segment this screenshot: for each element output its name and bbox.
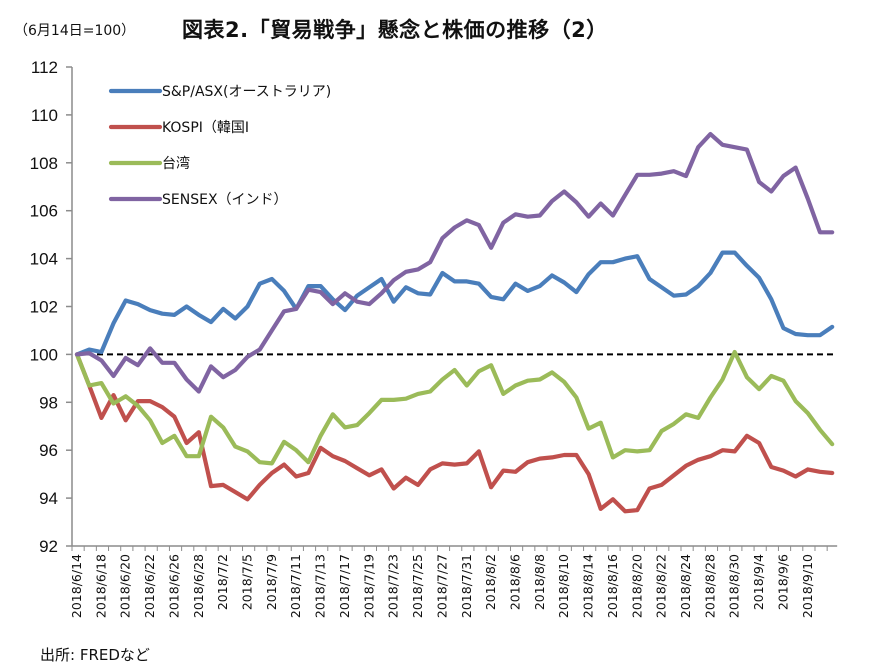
y-tick-label: 100 — [30, 345, 58, 364]
y-tick-label: 96 — [39, 441, 58, 460]
x-tick-label: 2018/6/14 — [69, 554, 84, 618]
series-group — [74, 132, 835, 514]
x-tick-label: 2018/6/20 — [118, 554, 133, 618]
legend: S&P/ASX(オーストラリア) KOSPI（韓国I 台湾 SENSEX（インド） — [108, 84, 331, 208]
legend-label-2: 台湾 — [162, 155, 190, 172]
series-line-3 — [74, 132, 835, 394]
x-tick-label: 2018/7/19 — [361, 554, 376, 618]
x-tick-label: 2018/7/31 — [459, 554, 474, 618]
x-tick-label: 2018/7/23 — [386, 554, 401, 618]
x-tick-label: 2018/6/26 — [166, 554, 181, 618]
y-tick-label: 94 — [39, 489, 58, 508]
x-tick-label: 2018/7/9 — [264, 554, 279, 610]
x-tick-label: 2018/8/28 — [702, 554, 717, 618]
x-tick-label: 2018/8/16 — [605, 554, 620, 618]
chart-title: 図表2.「貿易戦争」懸念と株価の推移（2） — [182, 18, 608, 42]
y-tick-label: 110 — [31, 106, 58, 125]
x-tick-label: 2018/8/6 — [507, 554, 522, 610]
x-tick-label: 2018/9/6 — [775, 554, 790, 610]
y-axis-unit-label: （6月14日=100） — [14, 23, 136, 39]
y-tick-label: 102 — [30, 298, 58, 317]
x-tick-label: 2018/7/25 — [410, 554, 425, 618]
x-tick-label: 2018/8/30 — [727, 554, 742, 618]
legend-label-0: S&P/ASX(オーストラリア) — [162, 84, 331, 100]
x-tick-label: 2018/7/11 — [288, 554, 303, 618]
x-tick-label: 2018/6/28 — [191, 554, 206, 618]
y-tick-label: 98 — [39, 393, 58, 412]
series-line-0 — [74, 250, 835, 357]
y-axis: 92 94 96 98 100 102 104 106 108 110 112 — [30, 58, 73, 556]
x-tick-label: 2018/8/22 — [654, 554, 669, 618]
x-tick-label: 2018/8/20 — [629, 554, 644, 618]
x-tick-label: 2018/7/13 — [313, 554, 328, 618]
legend-label-3: SENSEX（インド） — [162, 192, 288, 208]
x-tick-label: 2018/7/27 — [434, 554, 449, 618]
y-tick-label: 92 — [39, 537, 58, 556]
x-tick-label: 2018/7/5 — [240, 554, 255, 610]
x-tick-label: 2018/7/2 — [215, 554, 230, 610]
x-axis: 2018/6/14 2018/6/18 2018/6/20 2018/6/22 2018… — [69, 545, 838, 618]
series-line-2 — [74, 349, 835, 466]
x-tick-label: 2018/6/18 — [93, 554, 108, 618]
x-tick-label: 2018/9/4 — [751, 554, 766, 610]
source-note: 出所: FREDなど — [40, 646, 150, 664]
y-tick-label: 104 — [30, 250, 58, 269]
x-tick-label: 2018/9/10 — [800, 554, 815, 618]
y-tick-label: 112 — [31, 58, 58, 77]
x-tick-label: 2018/7/17 — [337, 554, 352, 618]
x-tick-label: 2018/8/10 — [556, 554, 571, 618]
x-tick-label: 2018/8/14 — [581, 554, 596, 618]
x-tick-label: 2018/8/24 — [678, 554, 693, 618]
x-tick-label: 2018/8/8 — [532, 554, 547, 610]
y-tick-label: 106 — [30, 202, 58, 221]
y-tick-label: 108 — [30, 154, 58, 173]
legend-label-1: KOSPI（韓国I — [162, 120, 249, 136]
x-tick-label: 2018/8/2 — [483, 554, 498, 610]
series-line-1 — [74, 352, 835, 514]
x-tick-label: 2018/6/22 — [142, 554, 157, 618]
